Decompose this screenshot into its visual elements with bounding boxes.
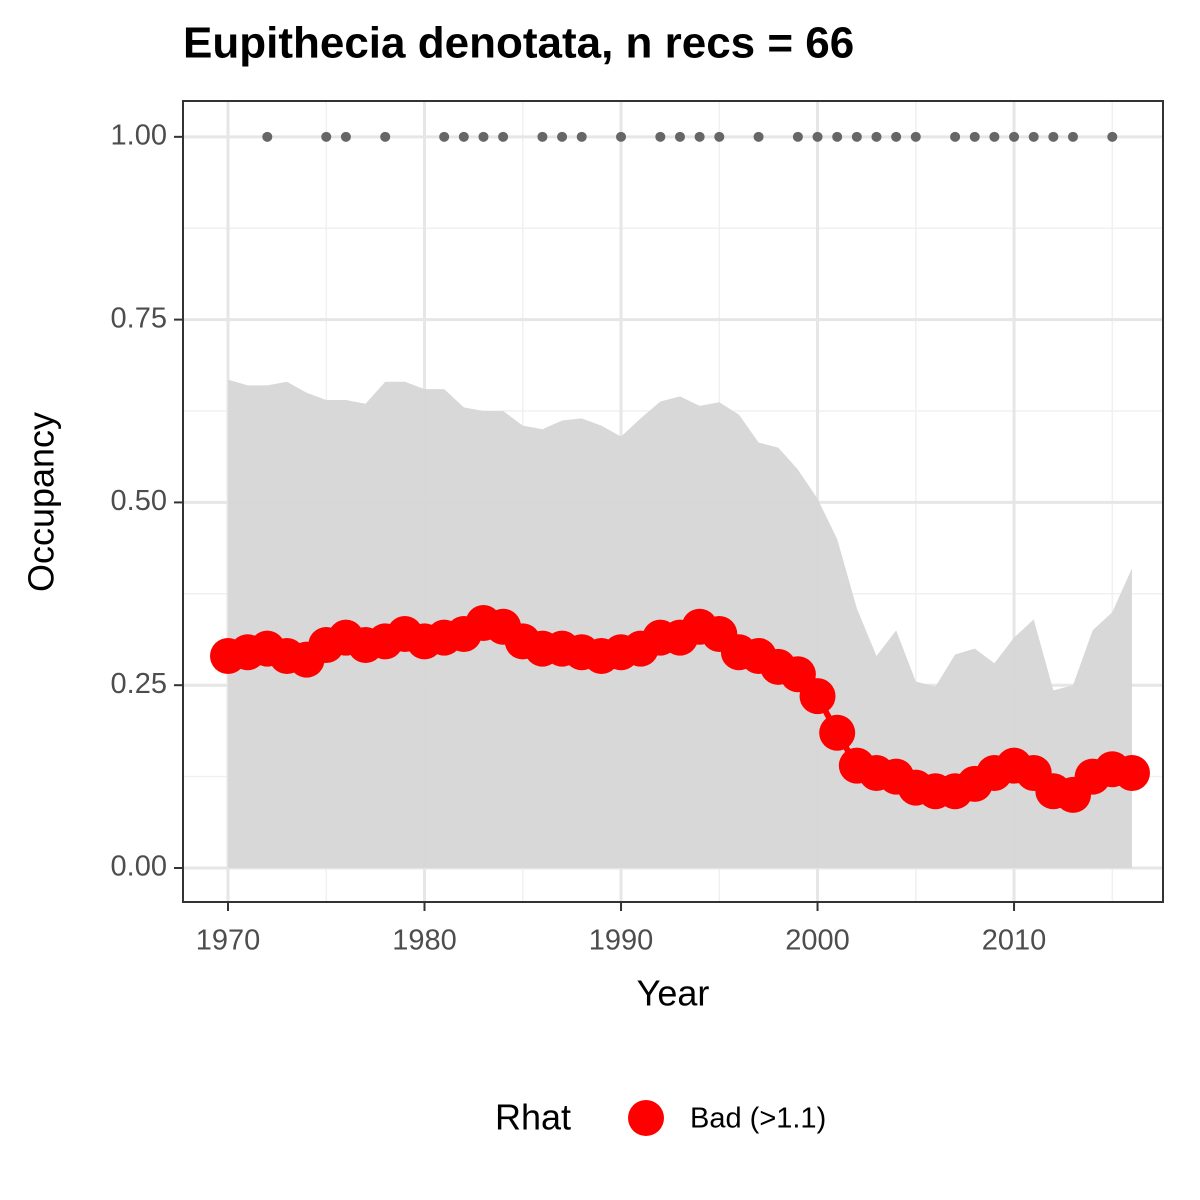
x-tick-label: 1980 [392, 925, 457, 957]
series-point [1113, 754, 1150, 791]
record-dot [1048, 131, 1059, 142]
record-dot [969, 131, 980, 142]
record-dot [616, 131, 627, 142]
record-dot [891, 131, 902, 142]
legend-title: Rhat [495, 1097, 571, 1138]
x-tick-label: 1990 [589, 925, 654, 957]
record-dot [851, 131, 862, 142]
y-tick-label: 0.75 [111, 302, 167, 334]
record-dot [380, 131, 391, 142]
record-dot [537, 131, 548, 142]
record-dot [576, 131, 587, 142]
y-tick-label: 1.00 [111, 119, 167, 151]
record-dot [439, 131, 450, 142]
record-dot [753, 131, 764, 142]
record-dot [950, 131, 961, 142]
y-tick-label: 0.00 [111, 851, 167, 883]
record-dot [674, 131, 685, 142]
series-point [799, 678, 836, 715]
x-axis-label: Year [637, 973, 710, 1014]
record-dot [714, 131, 725, 142]
series-point [819, 714, 856, 751]
record-dot [792, 131, 803, 142]
record-dot [557, 131, 568, 142]
record-dot [694, 131, 705, 142]
record-dot [340, 131, 351, 142]
record-dot [989, 131, 1000, 142]
x-tick-label: 2000 [785, 925, 850, 957]
legend-label: Bad (>1.1) [690, 1103, 826, 1135]
record-dot [812, 131, 823, 142]
record-dot [910, 131, 921, 142]
record-dot [262, 131, 273, 142]
record-dot [458, 131, 469, 142]
y-tick-label: 0.25 [111, 668, 167, 700]
x-tick-label: 1970 [196, 925, 261, 957]
record-dot [655, 131, 666, 142]
record-dot [871, 131, 882, 142]
record-dot [1067, 131, 1078, 142]
record-dot [478, 131, 489, 142]
y-axis-label: Occupancy [21, 412, 62, 592]
x-tick-label: 2010 [982, 925, 1047, 957]
y-tick-label: 0.50 [111, 485, 167, 517]
legend-swatch [628, 1100, 664, 1136]
record-dot [1107, 131, 1118, 142]
record-dot [832, 131, 843, 142]
chart-title: Eupithecia denotata, n recs = 66 [183, 19, 854, 68]
record-dot [1028, 131, 1039, 142]
record-dot [321, 131, 332, 142]
record-dot [498, 131, 509, 142]
record-dot [1009, 131, 1020, 142]
